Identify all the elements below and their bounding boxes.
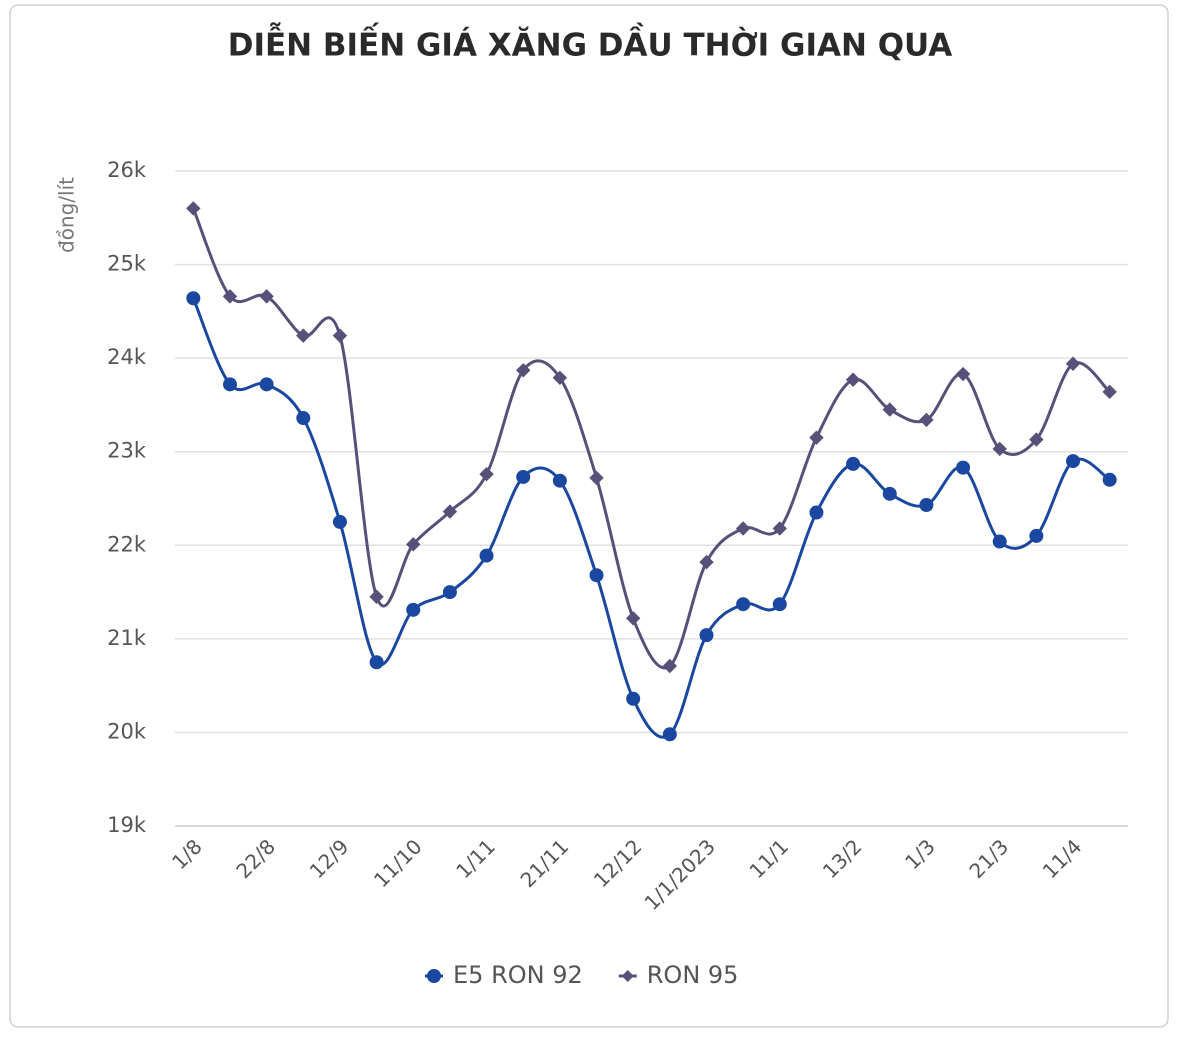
point [1066,454,1081,469]
point [955,366,971,382]
point [919,412,934,428]
point [809,505,824,520]
point [369,655,384,670]
point [589,470,604,486]
point [809,430,824,445]
point [479,466,494,482]
point [589,568,604,583]
point [992,534,1007,549]
point [845,372,861,387]
point [662,658,678,674]
point [1102,384,1117,400]
point [552,473,567,488]
y-tick-label: 22k [107,532,147,556]
y-tick-label: 19k [107,813,147,837]
point [516,469,531,484]
point [662,727,677,742]
point [956,460,971,475]
legend-marker [621,970,634,982]
point [846,456,861,471]
point [369,589,384,604]
card [9,4,1169,1028]
point [1029,528,1044,543]
point [479,548,494,563]
legend-label: RON 95 [647,961,739,989]
point [699,628,714,643]
point [919,498,934,513]
point [332,514,347,529]
legend-label: E5 RON 92 [453,961,583,989]
point [222,377,237,392]
point [772,521,787,536]
point [1029,432,1044,447]
point [332,328,348,343]
point [735,521,751,536]
y-tick-label: 23k [107,439,147,463]
point [882,402,897,417]
point [296,328,311,343]
y-tick-label: 20k [107,719,147,743]
point [1102,472,1117,487]
point [625,611,641,626]
point [736,597,751,612]
point [442,504,458,519]
point [699,554,714,570]
y-tick-label: 25k [107,252,147,276]
point [259,377,274,392]
point [626,691,641,706]
point [442,585,457,600]
point [406,602,421,617]
point [296,411,311,426]
point [772,597,787,612]
point [406,537,421,552]
point [992,441,1007,457]
point [552,370,568,385]
point [259,289,274,304]
point [516,363,531,378]
chart-title: DIỄN BIẾN GIÁ XĂNG DẦU THỜI GIAN QUA [228,23,953,64]
point [186,291,201,306]
y-tick-label: 24k [107,345,147,369]
y-tick-label: 21k [107,626,147,650]
y-axis-title: đồng/lít [55,177,79,253]
point [186,201,201,216]
series-line [191,207,1111,670]
point [882,486,897,501]
point [1065,356,1081,371]
legend-marker [427,969,441,983]
y-tick-label: 26k [107,158,147,182]
point [222,289,238,304]
